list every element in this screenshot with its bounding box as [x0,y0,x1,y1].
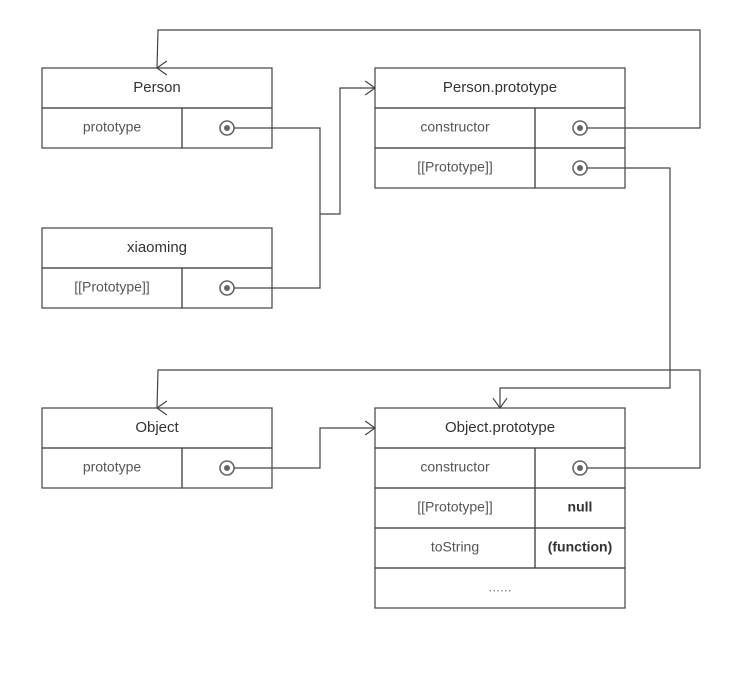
box-object_proto-row-0-pointer-dot-icon [577,465,583,471]
box-xiaoming-row-0-pointer-dot-icon [224,285,230,291]
box-object_proto-row-3-ellipsis: ...... [488,579,511,595]
box-xiaoming: xiaoming [[Prototype]] [42,228,272,308]
box-xiaoming-row-0-label: [[Prototype]] [74,279,149,295]
box-person_proto-row-0-pointer-dot-icon [577,125,583,131]
box-person-row-0-label: prototype [83,119,142,135]
box-object_proto-row-2-label: toString [431,539,479,555]
prototype-chain-diagram: Person prototype Person.prototype construct… [0,0,731,673]
box-title-object_proto: Object.prototype [445,419,555,436]
box-object_proto-row-1-value: null [568,499,593,515]
box-object_proto-row-2-value: (function) [548,539,613,555]
box-title-person_proto: Person.prototype [443,79,557,96]
box-title-person: Person [133,79,181,96]
edge-person-proto-proto-to-object-proto [500,168,670,408]
box-object-row-0-label: prototype [83,459,142,475]
box-title-object: Object [135,419,179,436]
box-object-row-0-pointer-dot-icon [224,465,230,471]
box-person_proto-row-1-pointer-dot-icon [577,165,583,171]
box-object_proto-row-1-label: [[Prototype]] [417,499,492,515]
box-person_proto-row-1-label: [[Prototype]] [417,159,492,175]
box-person-row-0-pointer-dot-icon [224,125,230,131]
box-person_proto-row-0-label: constructor [420,119,490,135]
box-object: Object prototype [42,408,272,488]
box-person: Person prototype [42,68,272,148]
box-object_proto: Object.prototype constructor [[Prototype]]… [375,408,625,608]
box-object_proto-row-0-label: constructor [420,459,490,475]
box-title-xiaoming: xiaoming [127,239,187,256]
